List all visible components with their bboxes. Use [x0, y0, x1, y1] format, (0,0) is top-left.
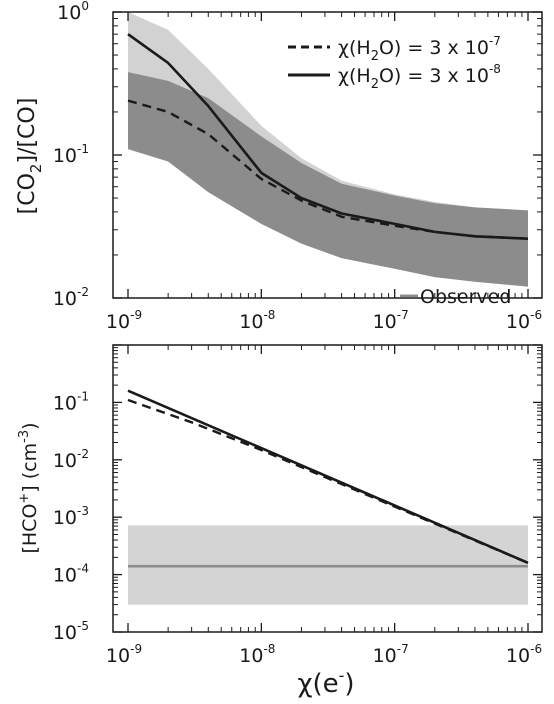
- x-tick-label: 10-8: [239, 642, 275, 667]
- y-axis-label: [HCO+] (cm-3): [17, 422, 41, 553]
- legend-label: χ(H2O) = 3 x 10-7: [338, 34, 501, 64]
- legend-bottom: Observed: [400, 286, 511, 308]
- solid-series-line: [127, 33, 529, 240]
- legend-top: χ(H2O) = 3 x 10-7χ(H2O) = 3 x 10-8: [288, 34, 501, 92]
- plot-frame: [112, 344, 543, 633]
- plot-area: [127, 12, 529, 287]
- y-tick-label: 10-4: [53, 562, 89, 587]
- y-tick-label: 100: [57, 0, 89, 24]
- top-panel: 10-9 10-8 10-7 10-6 10-2 10-1 100 χ(H2O) = 3 x …: [15, 0, 543, 333]
- plot-area: [127, 389, 529, 605]
- x-tick-label: 10-7: [373, 308, 409, 333]
- x-tick-label: 10-9: [106, 642, 142, 667]
- x-tick-label: 10-9: [106, 308, 142, 333]
- x-tick-label: 10-8: [239, 308, 275, 333]
- uncertainty-band: [128, 72, 528, 287]
- x-axis-label: χ(e-): [297, 666, 354, 699]
- solid-series-line: [127, 389, 529, 565]
- y-tick-label: 10-5: [53, 619, 89, 644]
- y-tick-label: 10-2: [53, 447, 89, 472]
- bottom-panel: 10-9 10-8 10-7 10-6 10-5 10-4 10-3 10-2 10-1 Obse…: [17, 286, 543, 699]
- y-tick-label: 10-1: [53, 389, 89, 414]
- x-tick-label: 10-7: [373, 642, 409, 667]
- x-tick-label: 10-6: [506, 308, 542, 333]
- x-tick-label: 10-6: [506, 642, 542, 667]
- y-tick-label: 10-1: [53, 142, 89, 167]
- y-tick-label: 10-3: [53, 504, 89, 529]
- legend-label: χ(H2O) = 3 x 10-8: [338, 62, 501, 92]
- legend-label: Observed: [420, 286, 511, 308]
- y-axis-label: [CO2]/[CO]: [15, 98, 45, 215]
- y-tick-label: 10-2: [53, 285, 89, 310]
